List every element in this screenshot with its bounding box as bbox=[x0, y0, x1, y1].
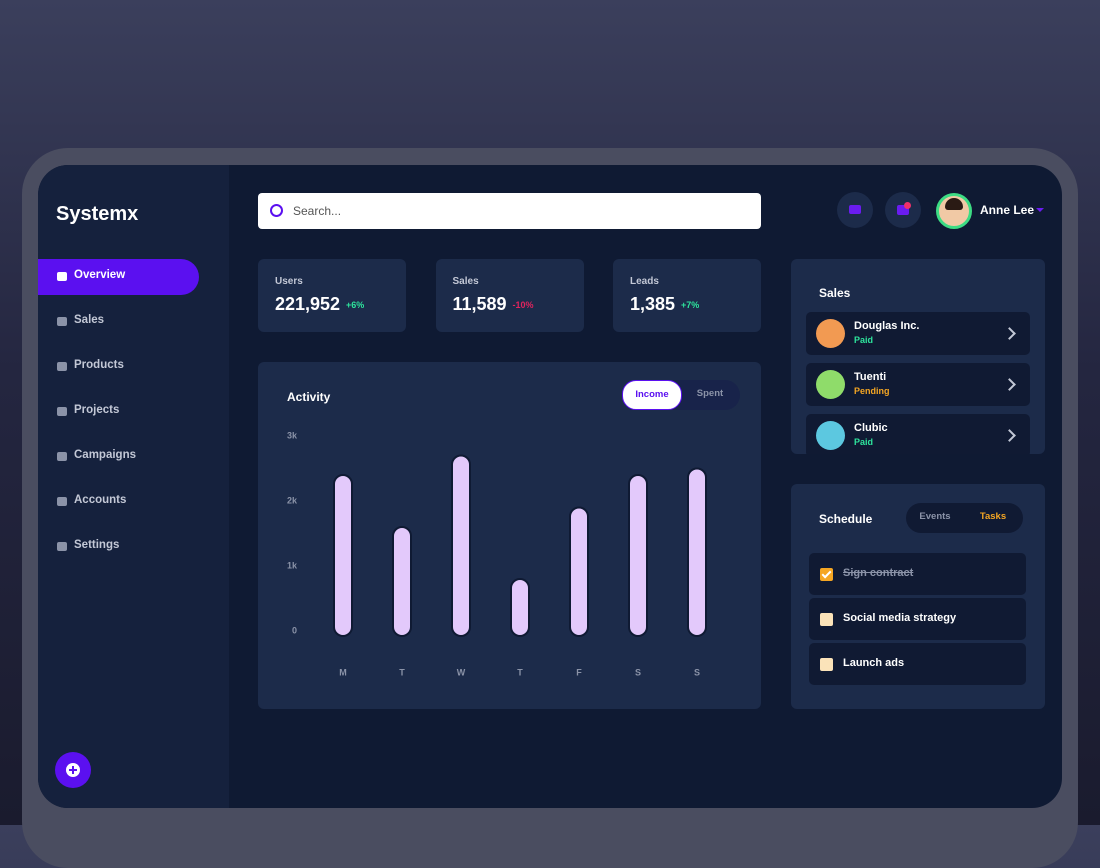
activity-tab[interactable]: Income bbox=[622, 380, 682, 410]
sidebar: Systemx Overview Sales Products Projects Cam… bbox=[38, 165, 229, 808]
schedule-tab[interactable]: Tasks bbox=[979, 511, 1007, 522]
nav-label: Projects bbox=[74, 404, 120, 416]
task-checkbox[interactable] bbox=[820, 613, 833, 626]
stat-change: +6% bbox=[346, 300, 365, 310]
stat-card: Sales 11,589 -10% bbox=[435, 259, 584, 332]
nav-icon bbox=[57, 362, 67, 371]
stat-card: Users 221,952 +6% bbox=[258, 259, 406, 332]
screen: Systemx Overview Sales Products Projects Cam… bbox=[38, 165, 1062, 808]
notifications-button[interactable] bbox=[885, 192, 921, 228]
sales-item[interactable]: Douglas Inc. Paid bbox=[806, 312, 1030, 355]
sales-card: Sales Douglas Inc. Paid Tuenti Pending Clubi… bbox=[791, 259, 1045, 454]
client-status: Pending bbox=[854, 386, 890, 396]
nav-icon bbox=[57, 452, 67, 461]
task-text: Launch ads bbox=[843, 657, 905, 669]
stat-change: +7% bbox=[681, 300, 700, 310]
stat-card: Leads 1,385 +7% bbox=[613, 259, 761, 332]
search-box[interactable]: Search... bbox=[258, 193, 761, 229]
x-tick-label: T bbox=[517, 667, 523, 677]
bar bbox=[569, 506, 589, 637]
task-checkbox[interactable] bbox=[820, 658, 833, 671]
client-status: Paid bbox=[854, 437, 874, 447]
stat-label: Sales bbox=[452, 276, 479, 287]
client-name: Clubic bbox=[854, 422, 888, 434]
nav-label: Accounts bbox=[74, 494, 127, 506]
activity-title: Activity bbox=[287, 390, 331, 404]
bar bbox=[392, 526, 412, 637]
nav-item[interactable]: Settings bbox=[38, 529, 199, 565]
stat-value: 1,385 bbox=[630, 294, 676, 314]
sales-item[interactable]: Clubic Paid bbox=[806, 414, 1030, 454]
activity-chart: 0 1k 2k 3k M T W T F S S bbox=[287, 430, 707, 677]
nav-label: Products bbox=[74, 359, 124, 371]
nav-item[interactable]: Accounts bbox=[38, 484, 199, 520]
activity-tab-label: Spent bbox=[696, 388, 724, 399]
messages-button[interactable] bbox=[837, 192, 873, 228]
task-checkbox[interactable] bbox=[820, 568, 833, 581]
nav-icon bbox=[57, 407, 67, 416]
stat-value: 221,952 bbox=[275, 294, 341, 314]
schedule-tab[interactable]: Events bbox=[919, 511, 951, 522]
bar bbox=[628, 474, 648, 637]
nav-icon bbox=[57, 497, 67, 506]
activity-tab[interactable]: Spent bbox=[681, 380, 739, 408]
client-status: Paid bbox=[854, 335, 874, 345]
nav-icon bbox=[57, 542, 67, 551]
client-avatar bbox=[816, 370, 845, 399]
client-avatar bbox=[816, 421, 845, 450]
nav-item[interactable]: Sales bbox=[38, 304, 199, 340]
activity-tabs: Income Spent bbox=[622, 380, 740, 410]
nav-label: Settings bbox=[74, 539, 120, 551]
stat-value: 11,589 bbox=[452, 294, 507, 314]
sales-title: Sales bbox=[819, 286, 851, 300]
stat-label: Leads bbox=[630, 276, 659, 287]
nav-label: Sales bbox=[74, 314, 105, 326]
schedule-card: Schedule Events Tasks Sign contract Social… bbox=[791, 484, 1045, 709]
nav-item[interactable]: Campaigns bbox=[38, 439, 199, 475]
nav-item[interactable]: Projects bbox=[38, 394, 199, 430]
schedule-tabs: Events Tasks bbox=[906, 503, 1023, 533]
nav-label: Overview bbox=[74, 269, 126, 281]
task-item[interactable]: Social media strategy bbox=[809, 598, 1026, 640]
x-tick-label: S bbox=[635, 667, 641, 677]
y-tick-label: 2k bbox=[287, 495, 298, 505]
task-text: Social media strategy bbox=[843, 612, 957, 624]
user-menu-caret[interactable] bbox=[1036, 208, 1044, 212]
bar bbox=[510, 578, 530, 637]
task-item[interactable]: Sign contract bbox=[809, 553, 1026, 595]
user-name[interactable]: Anne Lee bbox=[980, 203, 1035, 217]
bar bbox=[333, 474, 353, 637]
nav-item[interactable]: Overview bbox=[38, 259, 199, 295]
nav-icon bbox=[57, 272, 67, 281]
bar bbox=[687, 467, 707, 637]
add-button[interactable] bbox=[55, 752, 91, 788]
x-tick-label: T bbox=[399, 667, 405, 677]
client-avatar bbox=[816, 319, 845, 348]
x-tick-label: M bbox=[339, 667, 347, 677]
brand: Systemx bbox=[56, 203, 139, 225]
client-name: Tuenti bbox=[854, 371, 887, 383]
y-tick-label: 1k bbox=[287, 560, 298, 570]
y-tick-label: 3k bbox=[287, 430, 298, 440]
nav-item[interactable]: Products bbox=[38, 349, 199, 385]
search-placeholder: Search... bbox=[293, 204, 342, 218]
stat-change: -10% bbox=[512, 300, 534, 310]
task-item[interactable]: Launch ads bbox=[809, 643, 1026, 685]
sales-item[interactable]: Tuenti Pending bbox=[806, 363, 1030, 406]
schedule-title: Schedule bbox=[819, 512, 873, 526]
x-tick-label: F bbox=[576, 667, 582, 677]
task-text: Sign contract bbox=[843, 567, 914, 579]
activity-tab-label: Income bbox=[635, 389, 669, 400]
bar bbox=[451, 454, 471, 637]
x-tick-label: W bbox=[457, 667, 466, 677]
x-tick-label: S bbox=[694, 667, 700, 677]
stat-label: Users bbox=[275, 276, 303, 287]
nav-label: Campaigns bbox=[74, 449, 136, 461]
nav-icon bbox=[57, 317, 67, 326]
client-name: Douglas Inc. bbox=[854, 320, 920, 332]
y-tick-label: 0 bbox=[292, 625, 297, 635]
user-avatar[interactable] bbox=[936, 193, 972, 229]
